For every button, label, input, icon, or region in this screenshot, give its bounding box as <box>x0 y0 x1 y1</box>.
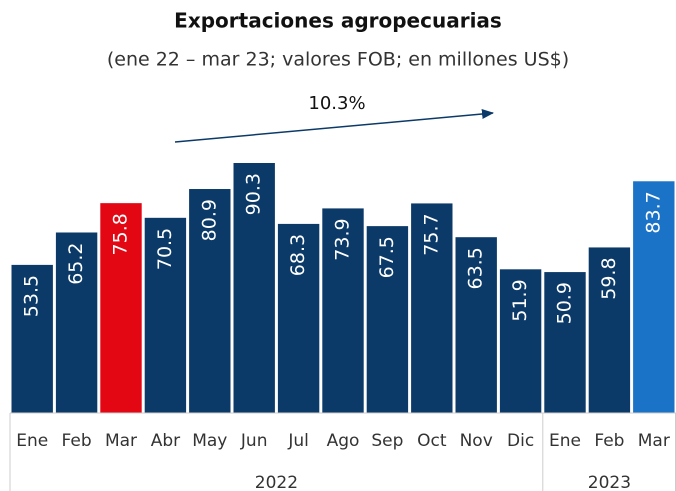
x-tick-label: Mar <box>105 431 137 451</box>
x-tick-label: Sep <box>371 431 403 451</box>
x-tick-label: Feb <box>594 431 624 451</box>
value-label: 59.8 <box>598 257 620 299</box>
x-tick-label: Ene <box>16 431 48 451</box>
bar <box>100 203 142 413</box>
x-tick-label: Oct <box>417 431 447 451</box>
annotation: 10.3% <box>308 93 365 114</box>
bar <box>544 272 586 413</box>
bar <box>411 203 453 413</box>
value-label: 63.5 <box>465 247 487 289</box>
value-label: 65.2 <box>65 242 87 284</box>
x-tick-label: Abr <box>151 431 180 451</box>
bar <box>588 247 631 413</box>
bar <box>366 226 409 413</box>
bar <box>455 237 497 413</box>
x-tick-label: Jun <box>240 431 268 451</box>
x-tick-label: May <box>192 431 227 451</box>
value-label: 68.3 <box>287 234 309 276</box>
x-tick-label: Dic <box>507 431 534 451</box>
value-label: 83.7 <box>642 191 664 233</box>
value-label: 80.9 <box>198 199 220 241</box>
bar <box>11 264 53 413</box>
group-label: 2023 <box>588 473 631 491</box>
bar <box>189 189 231 413</box>
x-tick-label: Mar <box>638 431 670 451</box>
bar <box>322 208 364 413</box>
value-label: 75.7 <box>420 213 442 255</box>
chart-title: Exportaciones agropecuarias <box>174 9 502 33</box>
bar <box>144 217 187 413</box>
bar <box>55 232 98 413</box>
x-tick-label: Nov <box>460 431 493 451</box>
value-label: 90.3 <box>243 173 265 215</box>
x-tick-label: Ene <box>549 431 581 451</box>
value-label: 73.9 <box>332 218 354 260</box>
value-label: 67.5 <box>376 236 398 278</box>
bar <box>277 223 320 413</box>
bar <box>499 269 542 413</box>
x-tick-label: Feb <box>62 431 92 451</box>
value-label: 51.9 <box>509 279 531 321</box>
trend-arrow <box>174 109 494 143</box>
value-label: 50.9 <box>554 282 576 324</box>
group-label: 2022 <box>255 473 298 491</box>
x-tick-label: Ago <box>327 431 360 451</box>
bar <box>233 163 275 413</box>
bar <box>633 181 675 413</box>
value-label: 75.8 <box>110 213 132 255</box>
value-label: 53.5 <box>21 275 43 317</box>
chart-subtitle: (ene 22 – mar 23; valores FOB; en millon… <box>107 49 569 71</box>
value-label: 70.5 <box>154 228 176 270</box>
x-tick-label: Jul <box>287 431 309 451</box>
